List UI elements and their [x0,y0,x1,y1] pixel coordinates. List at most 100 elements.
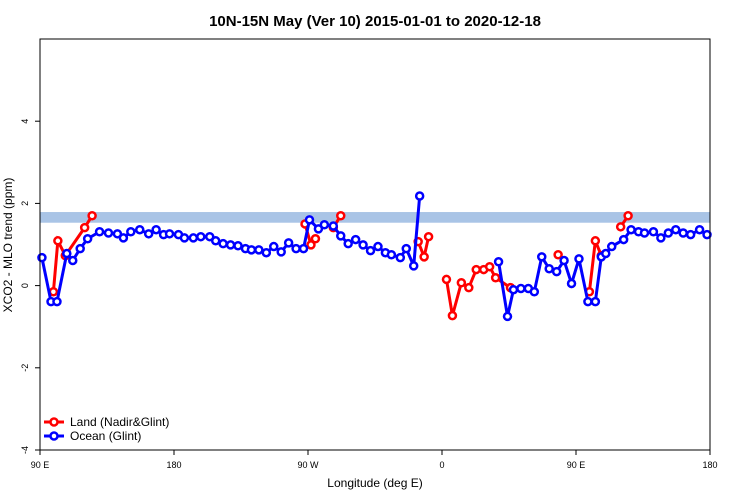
reference-band [40,212,710,223]
data-point [254,245,264,255]
data-point [103,228,114,238]
data-point [419,252,429,262]
data-point [196,231,206,242]
y-axis-label: XCO2 - MLO trend (ppm) [1,178,15,313]
data-point [395,252,406,263]
legend-marker [49,431,59,441]
data-point [490,273,501,283]
data-point [648,227,659,237]
data-point [516,283,526,294]
data-point [590,236,601,246]
data-point [204,231,215,242]
data-point [210,236,221,246]
data-point [112,229,123,239]
x-tick-label: 90 E [31,460,50,470]
y-tick-label: -2 [20,364,30,372]
data-point [663,228,674,238]
chart-title: 10N-15N May (Ver 10) 2015-01-01 to 2020-… [209,13,541,30]
data-point [615,222,626,232]
data-point [508,284,519,295]
y-tick-label: 4 [20,119,30,124]
data-point [606,241,617,252]
data-point [118,233,129,243]
data-point [358,240,368,250]
data-point [218,238,228,249]
data-point [53,236,63,246]
data-point [590,296,601,307]
x-tick-label: 90 W [297,460,319,470]
data-point [423,231,434,242]
data-point [79,222,90,233]
legend-marker [49,417,59,427]
data-point [626,224,636,235]
data-point [639,228,650,238]
data-point [373,241,383,252]
data-point [75,243,85,254]
data-point [310,233,321,244]
data-point [87,210,97,221]
data-point [502,311,513,322]
plot-frame [39,38,711,451]
data-point [94,227,105,237]
data-point [414,191,425,201]
data-point [298,243,309,254]
data-point [37,252,47,263]
data-point [678,228,688,238]
data-point [583,296,593,307]
x-tick-label: 90 E [567,460,586,470]
legend-label: Ocean (Glint) [70,429,141,443]
data-point [68,255,78,266]
data-point [529,287,540,297]
data-point [386,250,397,260]
x-tick-label: 180 [702,460,717,470]
data-point [319,220,330,230]
data-point [551,266,562,277]
data-point [493,257,504,267]
data-point [702,229,712,240]
data-point [553,250,563,260]
data-point [151,224,161,235]
data-point [143,229,154,239]
data-point [484,261,495,272]
data-point [313,224,324,234]
data-point [694,224,705,235]
data-point [574,254,584,264]
data-point [261,247,272,258]
data-point [276,247,286,257]
data-point [408,261,419,271]
data-point [350,234,361,245]
data-point [164,229,175,239]
data-point [623,210,633,221]
data-point [401,243,412,254]
x-tick-label: 180 [166,460,181,470]
data-point [188,233,199,243]
data-point [304,215,315,225]
data-point [601,248,611,259]
data-point [464,282,474,293]
data-point [343,238,353,249]
data-point [126,227,136,237]
x-tick-label: 0 [439,460,444,470]
data-point [537,252,547,262]
legend-label: Land (Nadir&Glint) [70,415,169,429]
data-point [456,277,467,288]
data-point [283,238,294,248]
data-point [306,240,316,250]
data-point [135,224,145,235]
data-point [618,234,629,245]
data-point [544,263,554,274]
data-point [179,233,190,243]
data-point [447,310,458,321]
y-tick-label: -4 [20,446,30,454]
data-point [365,245,376,256]
data-point [471,264,481,275]
data-point [62,248,72,259]
data-point [336,210,346,221]
data-point [233,240,243,251]
data-point [246,245,257,255]
data-point [685,229,696,240]
data-point [441,274,452,285]
data-point [52,296,62,307]
x-axis-label: Longitude (deg E) [327,476,422,490]
